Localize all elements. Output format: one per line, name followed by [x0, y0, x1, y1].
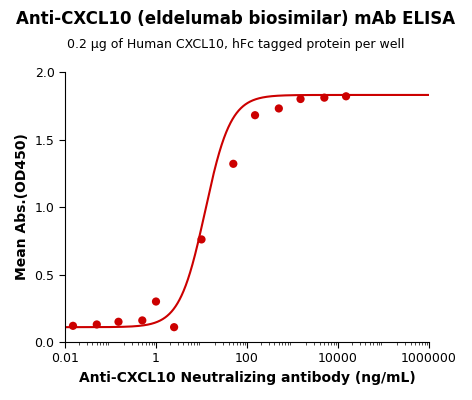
Point: [198, 236, 205, 243]
Point: [93, 321, 101, 328]
Point: [69, 323, 77, 329]
Text: Anti-CXCL10 (eldelumab biosimilar) mAb ELISA: Anti-CXCL10 (eldelumab biosimilar) mAb E…: [17, 10, 455, 28]
Point: [152, 298, 160, 305]
Point: [229, 161, 237, 167]
X-axis label: Anti-CXCL10 Neutralizing antibody (ng/mL): Anti-CXCL10 Neutralizing antibody (ng/mL…: [79, 371, 415, 385]
Point: [170, 324, 178, 330]
Point: [297, 96, 304, 102]
Point: [320, 94, 328, 101]
Point: [115, 318, 122, 325]
Point: [342, 93, 350, 100]
Point: [138, 317, 146, 324]
Y-axis label: Mean Abs.(OD450): Mean Abs.(OD450): [15, 134, 29, 280]
Point: [275, 105, 283, 112]
Text: 0.2 μg of Human CXCL10, hFc tagged protein per well: 0.2 μg of Human CXCL10, hFc tagged prote…: [67, 38, 405, 51]
Point: [251, 112, 259, 118]
